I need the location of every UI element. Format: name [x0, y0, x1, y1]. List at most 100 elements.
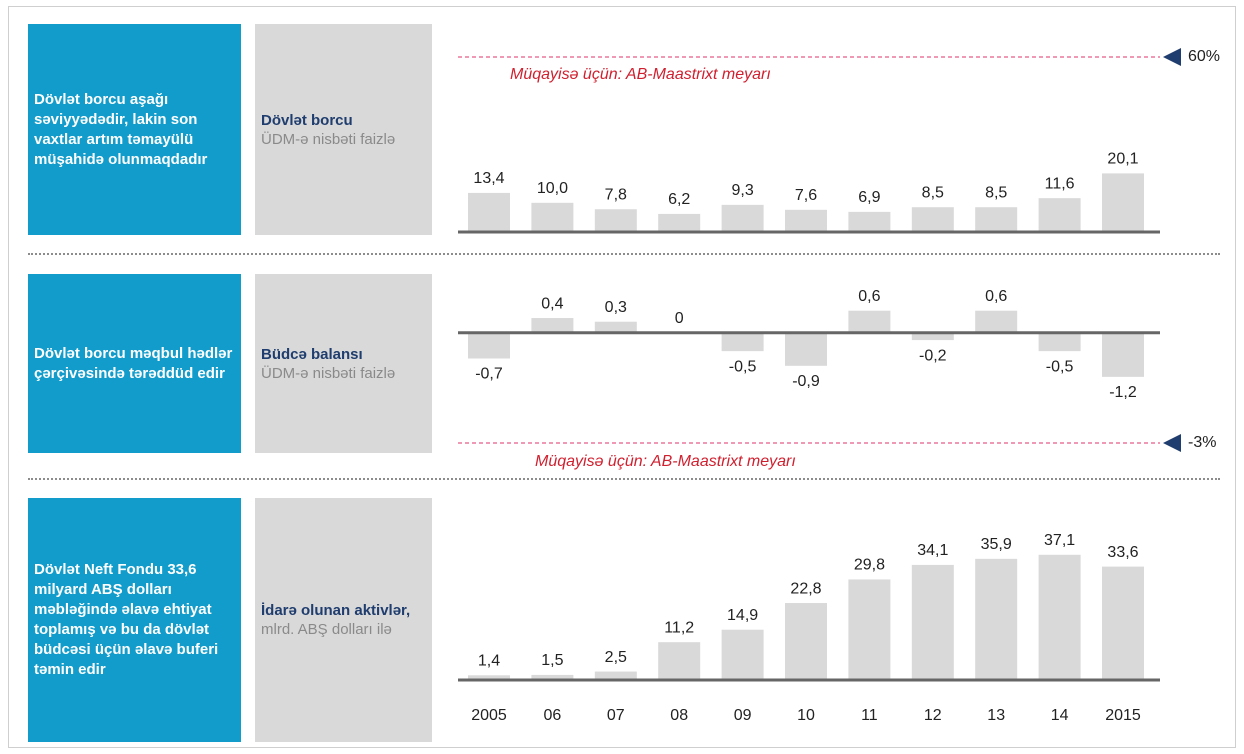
bar	[911, 207, 954, 232]
value-label: 13,4	[473, 170, 504, 187]
value-label: 35,9	[981, 536, 1012, 553]
value-label: 11,6	[1045, 175, 1075, 192]
x-tick-label: 2005	[471, 707, 507, 724]
bar	[848, 310, 891, 333]
value-label: 6,9	[858, 189, 880, 206]
panel-title: Dövlət borcu ÜDM-ə nisbəti faizlə	[255, 24, 432, 235]
x-tick-label: 12	[924, 707, 942, 724]
frame	[8, 6, 1236, 748]
bar	[721, 332, 764, 352]
x-tick-label: 14	[1051, 707, 1069, 724]
reference-marker	[1163, 48, 1181, 66]
bar	[1038, 332, 1081, 352]
bar	[785, 209, 827, 232]
value-label: 8,5	[922, 184, 944, 201]
value-label: 1,5	[541, 652, 563, 669]
bar	[911, 332, 954, 341]
value-label: 7,6	[795, 187, 817, 204]
value-label: 0,6	[858, 288, 880, 305]
value-label: 8,5	[985, 184, 1007, 201]
value-label: 22,8	[790, 580, 821, 597]
value-label: 0	[675, 310, 684, 327]
reference-text: Müqayisə üçün: AB-Maastrixt meyarı	[535, 453, 796, 470]
x-tick-label: 09	[734, 707, 752, 724]
value-label: 14,9	[727, 607, 758, 624]
bar	[1102, 332, 1144, 377]
value-label: 10,0	[537, 180, 568, 197]
chart-subtitle: ÜDM-ə nisbəti faizlə	[261, 130, 396, 148]
x-tick-label: 06	[544, 707, 562, 724]
bar	[594, 209, 637, 232]
bar	[658, 213, 701, 232]
chart-title: İdarə olunan aktivlər,	[261, 602, 411, 619]
value-label: 6,2	[668, 191, 690, 208]
bar	[658, 642, 701, 680]
value-label: -0,5	[1046, 358, 1074, 375]
chart-subtitle: ÜDM-ə nisbəti faizlə	[261, 364, 396, 382]
chart-title: Büdcə balansı	[261, 345, 363, 363]
chart-title: Dövlət borcu	[261, 111, 353, 129]
reference-label: -3%	[1188, 434, 1216, 451]
bar	[468, 192, 510, 232]
bar	[468, 332, 510, 359]
note-text: Dövlət borcu aşağı səviyyədədir, lakin s…	[34, 90, 208, 168]
value-label: 34,1	[917, 542, 948, 559]
value-label: 0,6	[985, 288, 1007, 305]
bar	[721, 204, 764, 232]
value-label: 29,8	[854, 557, 885, 574]
reference-text: Müqayisə üçün: AB-Maastrixt meyarı	[510, 66, 771, 83]
x-tick-label: 08	[670, 707, 688, 724]
bar	[848, 579, 891, 680]
bar	[1102, 566, 1144, 680]
bar	[785, 603, 827, 680]
panel-title: İdarə olunan aktivlər, mlrd. ABŞ dolları…	[255, 498, 432, 742]
value-label: 0,3	[605, 299, 627, 316]
bar	[594, 671, 637, 680]
bar	[975, 310, 1018, 333]
value-label: -0,9	[792, 373, 820, 390]
bar	[468, 675, 510, 680]
value-label: -0,5	[729, 358, 757, 375]
x-tick-label: 2015	[1105, 707, 1141, 724]
value-label: 1,4	[478, 652, 500, 669]
x-tick-label: 11	[861, 707, 878, 724]
panel-note: Dövlət borcu məqbul hədlər çərçivəsində …	[28, 274, 241, 453]
bar	[531, 674, 574, 680]
bar	[594, 321, 637, 333]
bar	[785, 332, 827, 366]
reference-marker	[1163, 434, 1181, 452]
panel-title: Büdcə balansı ÜDM-ə nisbəti faizlə	[255, 274, 432, 453]
value-label: 2,5	[605, 649, 627, 666]
bar	[1038, 198, 1081, 232]
reference-label: 60%	[1188, 48, 1220, 65]
value-label: 33,6	[1107, 544, 1138, 561]
x-tick-label: 13	[987, 707, 1005, 724]
value-label: -1,2	[1109, 384, 1137, 401]
bar	[975, 207, 1018, 232]
value-label: 20,1	[1107, 151, 1138, 168]
x-tick-label: 10	[797, 707, 815, 724]
note-text: Dövlət Neft Fondu 33,6 milyard ABŞ dolla…	[34, 561, 219, 678]
separator	[28, 253, 1220, 255]
value-label: 9,3	[731, 182, 753, 199]
value-label: 11,2	[664, 619, 694, 636]
bar	[531, 318, 574, 333]
value-label: -0,2	[919, 347, 947, 364]
bar	[1038, 554, 1081, 680]
bar	[721, 629, 764, 680]
bar	[1102, 173, 1144, 232]
panel-note: Dövlət Neft Fondu 33,6 milyard ABŞ dolla…	[28, 498, 241, 742]
bar	[531, 202, 574, 232]
value-label: -0,7	[475, 366, 503, 383]
panel-note: Dövlət borcu aşağı səviyyədədir, lakin s…	[28, 24, 241, 235]
chart-subtitle: mlrd. ABŞ dolları ilə	[261, 621, 392, 638]
value-label: 7,8	[605, 186, 627, 203]
value-label: 0,4	[541, 295, 563, 312]
bar	[975, 558, 1018, 680]
x-tick-label: 07	[607, 707, 625, 724]
bar	[848, 211, 891, 232]
separator	[28, 478, 1220, 480]
value-label: 37,1	[1044, 532, 1075, 549]
